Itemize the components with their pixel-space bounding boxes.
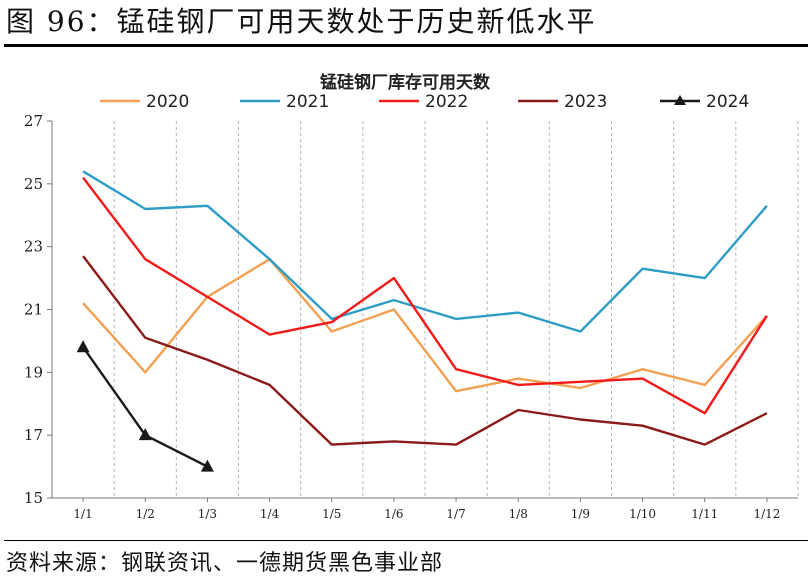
title-rule bbox=[4, 44, 808, 47]
series-2021 bbox=[82, 170, 768, 333]
legend-label: 2023 bbox=[564, 92, 607, 112]
series-layer bbox=[76, 170, 768, 472]
series-line-2021 bbox=[82, 170, 768, 333]
data-point-marker bbox=[138, 428, 152, 441]
x-tick-label: 1/5 bbox=[322, 507, 341, 521]
x-tick-label: 1/6 bbox=[384, 507, 403, 521]
series-line-2020 bbox=[82, 257, 768, 393]
series-2020 bbox=[82, 257, 768, 393]
legend-item-2022: 2022 bbox=[379, 92, 468, 112]
legend-label: 2022 bbox=[425, 92, 468, 112]
figure-title: 图 96：锰硅钢厂可用天数处于历史新低水平 bbox=[6, 5, 597, 38]
x-tick-label: 1/1 bbox=[73, 507, 92, 521]
legend-item-2021: 2021 bbox=[240, 92, 329, 112]
data-point-marker bbox=[200, 459, 214, 472]
legend-item-2023: 2023 bbox=[518, 92, 607, 112]
legend-label: 2020 bbox=[146, 92, 189, 112]
y-tick-label: 25 bbox=[24, 175, 43, 193]
data-point-marker bbox=[76, 340, 90, 353]
legend-item-2020: 2020 bbox=[100, 92, 189, 112]
series-2023 bbox=[82, 255, 768, 446]
x-tick-label: 1/4 bbox=[260, 507, 280, 521]
y-tick-label: 15 bbox=[24, 489, 43, 507]
grid bbox=[113, 121, 799, 498]
series-line-2023 bbox=[82, 255, 768, 446]
series-2024 bbox=[76, 340, 214, 472]
y-tick-label: 23 bbox=[24, 238, 43, 256]
x-tick-label: 1/12 bbox=[753, 507, 780, 521]
chart-title: 锰硅钢厂库存可用天数 bbox=[320, 72, 491, 93]
y-tick-label: 19 bbox=[24, 363, 43, 381]
legend-item-2024: 2024 bbox=[660, 92, 749, 112]
x-tick-label: 1/7 bbox=[446, 507, 465, 521]
y-tick-label: 21 bbox=[24, 301, 43, 319]
y-tick-label: 27 bbox=[24, 112, 43, 130]
series-line-2024 bbox=[82, 346, 208, 468]
axes: 15 17 19 21 23 25 27 1/1 1/2 1/3 1/4 1/5 1/6 1/7 1/8 1/… bbox=[24, 112, 798, 521]
legend: 2020 2021 2022 2023 2024 bbox=[100, 92, 749, 112]
chart-panel: 锰硅钢厂库存可用天数 2020 2021 2022 2023 2024 15 17 19 21… bbox=[4, 51, 806, 526]
x-tick-label: 1/10 bbox=[629, 507, 656, 521]
x-tick-label: 1/9 bbox=[571, 507, 590, 521]
line-chart: 锰硅钢厂库存可用天数 2020 2021 2022 2023 2024 15 17 19 21… bbox=[24, 72, 799, 521]
series-line-2022 bbox=[82, 176, 768, 415]
legend-label: 2024 bbox=[706, 92, 749, 112]
source-note: 资料来源：钢联资讯、一德期货黑色事业部 bbox=[6, 551, 444, 576]
x-tick-label: 1/3 bbox=[198, 507, 217, 521]
y-tick-label: 17 bbox=[24, 426, 43, 444]
source-rule bbox=[4, 540, 808, 541]
series-2022 bbox=[82, 176, 768, 415]
x-tick-label: 1/8 bbox=[509, 507, 528, 521]
x-tick-label: 1/2 bbox=[136, 507, 155, 521]
legend-marker bbox=[674, 95, 686, 105]
legend-label: 2021 bbox=[286, 92, 329, 112]
x-tick-label: 1/11 bbox=[691, 507, 718, 521]
